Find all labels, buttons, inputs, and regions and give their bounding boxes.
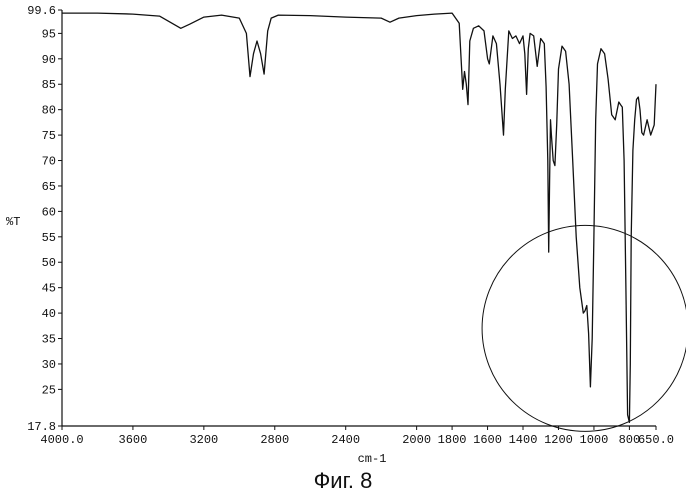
y-tick-label: 55 xyxy=(42,231,56,245)
y-tick-label: 85 xyxy=(42,78,56,92)
y-tick-label: 99.6 xyxy=(27,4,56,18)
plot-frame xyxy=(62,10,656,426)
y-tick-label: 40 xyxy=(42,307,56,321)
y-axis-ticks: 99.6 95 90 85 80 75 70 65 60 55 50 45 40 35 30 25 17.8 xyxy=(27,4,62,434)
y-tick-label: 65 xyxy=(42,180,56,194)
x-axis-label: cm-1 xyxy=(358,452,387,466)
y-tick-label: 30 xyxy=(42,358,56,372)
series-layer xyxy=(62,13,656,422)
x-tick-label: 3600 xyxy=(119,433,148,447)
x-tick-label: 1400 xyxy=(509,433,538,447)
figure-caption: Фиг. 8 xyxy=(0,468,686,494)
x-tick-label: 4000.0 xyxy=(40,433,83,447)
x-tick-label: 3200 xyxy=(189,433,218,447)
y-tick-label: 80 xyxy=(42,104,56,118)
x-tick-label: 1600 xyxy=(473,433,502,447)
y-tick-label: 70 xyxy=(42,155,56,169)
y-tick-label: 90 xyxy=(42,53,56,67)
x-tick-label: 1800 xyxy=(438,433,467,447)
x-tick-label: 800 xyxy=(619,433,641,447)
y-axis-label: %T xyxy=(6,215,20,229)
ir-spectrum-chart: 99.6 95 90 85 80 75 70 65 60 55 50 45 40 35 30 25 17.8 4… xyxy=(0,0,686,470)
y-tick-label: 17.8 xyxy=(27,420,56,434)
x-tick-label: 2400 xyxy=(331,433,360,447)
y-tick-label: 35 xyxy=(42,333,56,347)
annotation-layer xyxy=(482,225,686,431)
x-tick-label: 2800 xyxy=(260,433,289,447)
x-tick-label: 2000 xyxy=(402,433,431,447)
y-tick-label: 75 xyxy=(42,129,56,143)
series-line xyxy=(62,13,656,422)
y-tick-label: 45 xyxy=(42,282,56,296)
y-tick-label: 25 xyxy=(42,383,56,397)
x-tick-label: 1200 xyxy=(544,433,573,447)
x-axis-ticks: 4000.0 3600 3200 2800 2400 2000 1800 1600 1400 12… xyxy=(40,426,674,447)
y-tick-label: 50 xyxy=(42,256,56,270)
x-tick-label: 650.0 xyxy=(638,433,674,447)
y-tick-label: 60 xyxy=(42,205,56,219)
y-tick-label: 95 xyxy=(42,27,56,41)
x-tick-label: 1000 xyxy=(580,433,609,447)
highlight-circle xyxy=(482,225,686,431)
